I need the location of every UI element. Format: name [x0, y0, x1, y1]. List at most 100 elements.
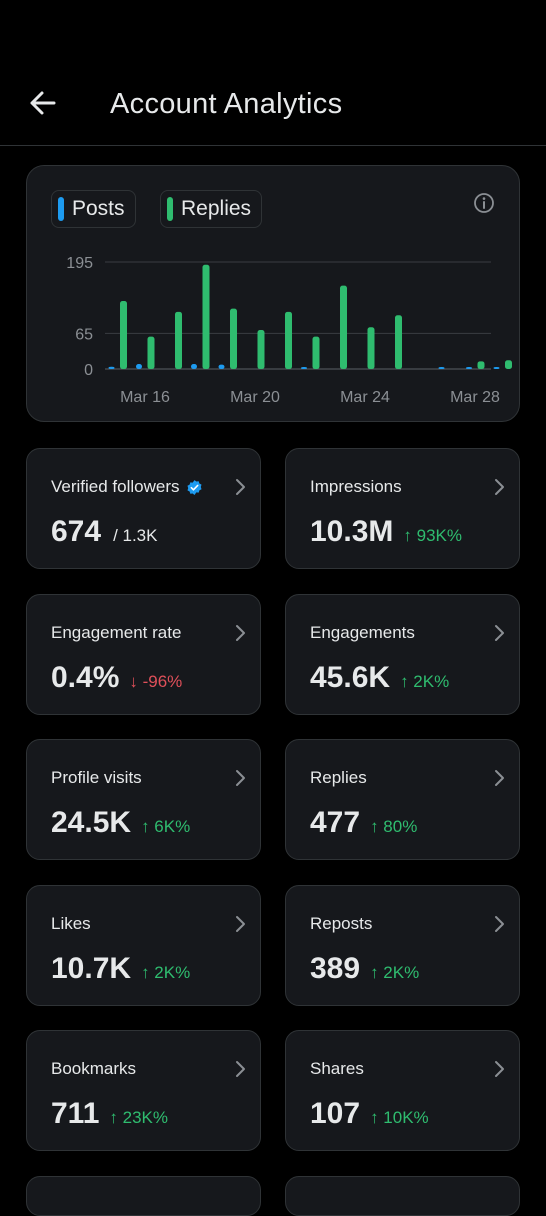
- metric-value: 107: [310, 1097, 361, 1130]
- metric-label-text: Impressions: [310, 477, 402, 496]
- info-icon[interactable]: [473, 192, 495, 214]
- y-tick-label: 0: [84, 362, 93, 379]
- page-title: Account Analytics: [110, 88, 343, 120]
- legend-posts-label: Posts: [72, 197, 125, 220]
- verified-badge-icon: [187, 479, 202, 495]
- metric-value-row: 24.5K ↑ 6K%: [51, 806, 190, 840]
- metric-label-text: Reposts: [310, 914, 373, 933]
- metric-value-row: 0.4% ↓ -96%: [51, 661, 182, 695]
- metric-change: ↑ 2K%: [141, 963, 191, 982]
- metric-change: ↑ 80%: [370, 817, 418, 836]
- metric-card-partial[interactable]: [285, 1176, 520, 1216]
- posts-bar: [218, 364, 225, 369]
- metric-card[interactable]: Verified followers 674 / 1.3K: [26, 448, 261, 569]
- y-tick-label: 65: [75, 326, 93, 343]
- replies-bar: [367, 327, 375, 369]
- chevron-right-icon: [236, 1061, 245, 1077]
- metric-total: / 1.3K: [113, 526, 158, 545]
- legend-replies[interactable]: Replies: [160, 190, 263, 228]
- y-tick-label: 195: [66, 255, 93, 272]
- metric-card[interactable]: Shares 107 ↑ 10K%: [285, 1030, 520, 1151]
- metric-value-row: 674 / 1.3K: [51, 515, 157, 549]
- metric-label: Impressions: [310, 477, 402, 497]
- metric-label: Bookmarks: [51, 1059, 136, 1079]
- x-tick-label: Mar 24: [340, 389, 390, 406]
- metric-change: ↑ 10K%: [370, 1108, 429, 1127]
- chevron-right-icon: [495, 625, 504, 641]
- chevron-right-icon: [495, 1061, 504, 1077]
- back-arrow-icon[interactable]: [26, 86, 60, 120]
- metric-label: Shares: [310, 1059, 364, 1079]
- metric-label: Profile visits: [51, 768, 142, 788]
- metric-label-text: Profile visits: [51, 768, 142, 787]
- replies-bar: [175, 311, 182, 369]
- replies-bar: [202, 264, 210, 369]
- replies-bar: [120, 300, 127, 369]
- metric-value: 0.4%: [51, 661, 120, 694]
- top-bar: Account Analytics: [0, 0, 546, 146]
- metric-label: Engagements: [310, 623, 415, 643]
- metric-value: 674: [51, 515, 102, 548]
- metric-label-text: Likes: [51, 914, 91, 933]
- chevron-right-icon: [236, 770, 245, 786]
- metric-change: ↑ 6K%: [141, 817, 191, 836]
- chevron-right-icon: [495, 479, 504, 495]
- replies-bar: [285, 311, 292, 369]
- metric-card[interactable]: Engagement rate 0.4% ↓ -96%: [26, 594, 261, 715]
- metric-change: ↑ 23K%: [109, 1108, 168, 1127]
- x-tick-label: Mar 16: [120, 389, 170, 406]
- metric-label-text: Bookmarks: [51, 1059, 137, 1078]
- replies-bar: [147, 336, 155, 369]
- chevron-right-icon: [495, 916, 504, 932]
- metric-card[interactable]: Profile visits 24.5K ↑ 6K%: [26, 739, 261, 860]
- activity-bar-chart: 195 65 0 Mar 16 Mar 20 Mar 24 Mar 28: [66, 255, 512, 406]
- metric-card[interactable]: Likes 10.7K ↑ 2K%: [26, 885, 261, 1006]
- x-tick-label: Mar 20: [230, 389, 280, 406]
- replies-bar: [340, 285, 347, 369]
- metric-card[interactable]: Impressions 10.3M ↑ 93K%: [285, 448, 520, 569]
- chevron-right-icon: [236, 479, 245, 495]
- metric-value: 24.5K: [51, 806, 132, 839]
- x-tick-label: Mar 28: [450, 389, 500, 406]
- metric-label: Likes: [51, 914, 91, 934]
- metric-card[interactable]: Replies 477 ↑ 80%: [285, 739, 520, 860]
- metric-value-row: 45.6K ↑ 2K%: [310, 661, 449, 695]
- metric-value: 45.6K: [310, 661, 391, 694]
- replies-bar: [395, 315, 402, 369]
- metric-label-text: Replies: [310, 768, 367, 787]
- metric-label-text: Engagements: [310, 623, 415, 642]
- metric-value: 10.7K: [51, 952, 132, 985]
- posts-bar: [438, 367, 445, 369]
- metric-value-row: 10.3M ↑ 93K%: [310, 515, 462, 549]
- replies-bar: [230, 308, 237, 369]
- posts-bar: [466, 367, 472, 369]
- metric-label: Replies: [310, 768, 367, 788]
- posts-bar: [108, 366, 115, 369]
- replies-bar: [505, 360, 512, 369]
- metric-label-text: Shares: [310, 1059, 364, 1078]
- metric-value: 477: [310, 806, 361, 839]
- metric-change: ↑ 93K%: [403, 526, 462, 545]
- metric-label-text: Verified followers: [51, 477, 180, 496]
- metric-label-text: Engagement rate: [51, 623, 182, 642]
- legend-posts[interactable]: Posts: [51, 190, 136, 228]
- posts-bar: [301, 367, 307, 369]
- chevron-right-icon: [236, 916, 245, 932]
- metric-change: ↑ 2K%: [370, 963, 420, 982]
- posts-bar: [136, 364, 142, 369]
- posts-swatch: [58, 197, 64, 221]
- metric-card[interactable]: Bookmarks 711 ↑ 23K%: [26, 1030, 261, 1151]
- metric-label: Engagement rate: [51, 623, 181, 643]
- metric-value-row: 389 ↑ 2K%: [310, 952, 419, 986]
- metric-value: 389: [310, 952, 361, 985]
- metric-value-row: 477 ↑ 80%: [310, 806, 417, 840]
- metric-value-row: 711 ↑ 23K%: [51, 1097, 168, 1131]
- metric-label: Reposts: [310, 914, 372, 934]
- replies-bar: [257, 330, 265, 369]
- replies-bar: [312, 336, 320, 369]
- metric-card[interactable]: Reposts 389 ↑ 2K%: [285, 885, 520, 1006]
- metric-card-partial[interactable]: [26, 1176, 261, 1216]
- chevron-right-icon: [236, 625, 245, 641]
- metric-change: ↓ -96%: [129, 672, 183, 691]
- metric-card[interactable]: Engagements 45.6K ↑ 2K%: [285, 594, 520, 715]
